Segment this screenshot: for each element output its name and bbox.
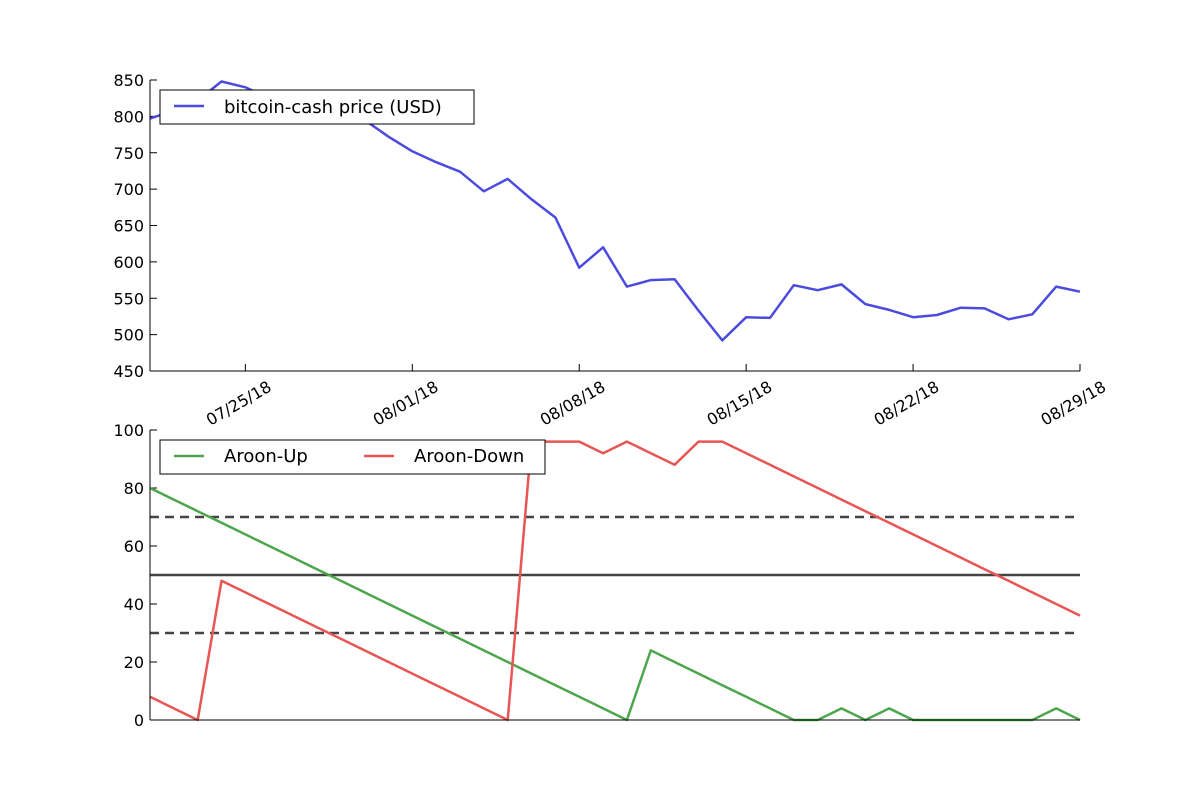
price-y-tick-label: 800	[113, 107, 144, 126]
price-y-axis: 450 500 550 600 650 700 750 800 850	[113, 71, 157, 381]
price-y-tick-label: 750	[113, 144, 144, 163]
series-line-aroon-down	[149, 440, 1081, 722]
price-legend: bitcoin-cash price (USD)	[159, 89, 475, 125]
price-y-tick-label: 650	[113, 217, 144, 236]
aroon-chart: 0 20 40 60 80 100 Aroon-Up Aroon-Down	[113, 421, 1081, 730]
aroon-y-tick-label: 0	[134, 711, 144, 730]
aroon-y-tick-label: 40	[124, 595, 144, 614]
aroon-legend: Aroon-Up Aroon-Down	[159, 439, 546, 475]
aroon-y-tick-label: 100	[113, 421, 144, 440]
legend-label-price: bitcoin-cash price (USD)	[224, 97, 442, 118]
price-y-tick-label: 550	[113, 289, 144, 308]
legend-label-aroon-down: Aroon-Down	[414, 446, 524, 467]
aroon-reference-lines	[150, 515, 1080, 635]
price-y-tick-label: 450	[113, 362, 144, 381]
price-y-tick-label: 850	[113, 71, 144, 90]
aroon-y-tick-label: 20	[124, 653, 144, 672]
price-y-tick-label: 600	[113, 253, 144, 272]
aroon-y-tick-label: 80	[124, 479, 144, 498]
aroon-y-tick-label: 60	[124, 537, 144, 556]
price-y-tick-label: 500	[113, 326, 144, 345]
price-y-tick-label: 700	[113, 180, 144, 199]
legend-label-aroon-up: Aroon-Up	[224, 446, 308, 467]
aroon-y-axis: 0 20 40 60 80 100	[113, 421, 157, 730]
